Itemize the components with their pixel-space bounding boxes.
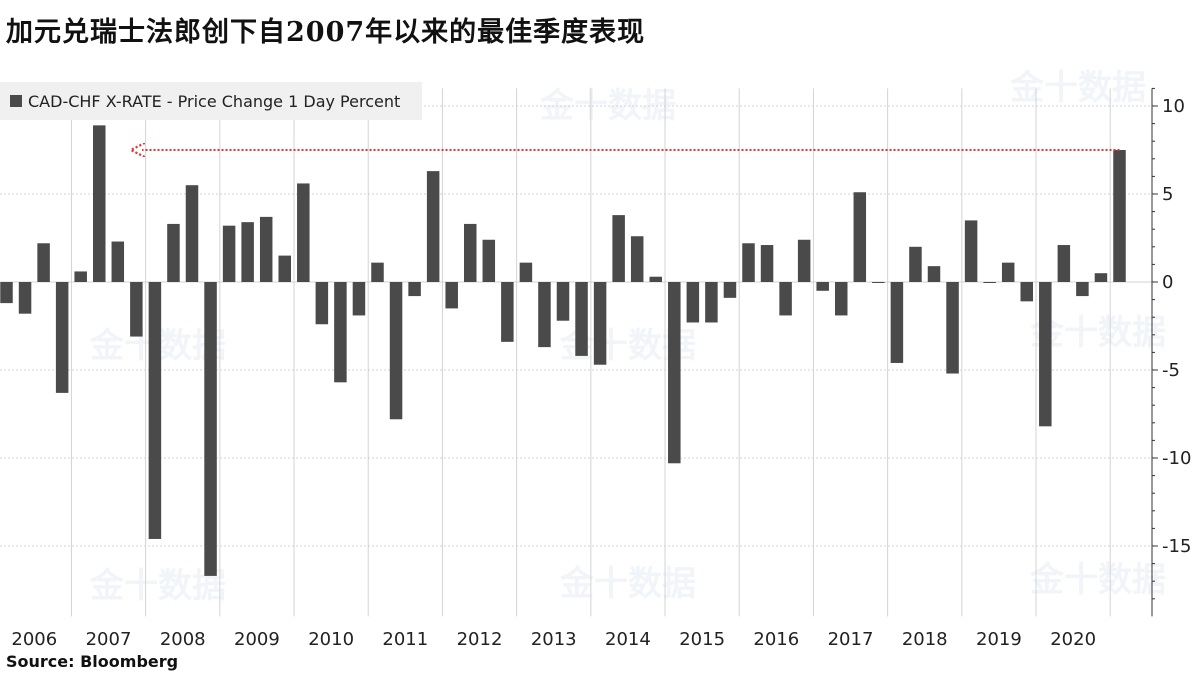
bar xyxy=(1076,282,1089,297)
bar xyxy=(742,243,755,282)
bar xyxy=(835,282,848,316)
x-tick-label: 2012 xyxy=(457,629,503,650)
x-tick-label: 2010 xyxy=(308,629,354,650)
bar xyxy=(946,282,959,374)
x-tick-label: 2008 xyxy=(160,629,206,650)
x-tick-label: 2007 xyxy=(86,629,132,650)
bar xyxy=(297,183,310,282)
bar xyxy=(1094,273,1108,282)
bar xyxy=(612,215,625,282)
y-tick-label: 5 xyxy=(1162,184,1173,205)
y-axis: 10 5 0 -5 -10 -15 xyxy=(1151,87,1191,617)
x-axis: 2006 2007 2008 2009 2010 2011 2012 2013 2014 2015… xyxy=(11,629,1096,650)
bar xyxy=(983,282,996,283)
bar xyxy=(501,282,514,342)
bar xyxy=(278,255,291,282)
y-tick-label: -5 xyxy=(1162,360,1180,381)
bar xyxy=(649,276,662,282)
x-tick-label: 2020 xyxy=(1050,629,1096,650)
legend-background xyxy=(0,82,422,120)
bar xyxy=(668,282,681,464)
bar xyxy=(37,243,50,282)
y-tick-label: -15 xyxy=(1162,536,1191,557)
bar xyxy=(93,125,106,282)
bar xyxy=(148,282,162,539)
bar xyxy=(204,282,217,576)
y-tick-label: -10 xyxy=(1162,448,1191,469)
bar xyxy=(909,246,922,282)
bar xyxy=(389,282,403,420)
bar xyxy=(816,282,829,291)
gridlines xyxy=(0,88,1152,617)
bars xyxy=(0,125,1126,576)
bar xyxy=(538,282,551,348)
bar xyxy=(167,223,180,282)
x-tick-label: 2015 xyxy=(679,629,725,650)
bar xyxy=(18,282,32,314)
bar xyxy=(315,282,329,325)
bar xyxy=(1057,245,1071,282)
bar xyxy=(241,222,254,282)
x-tick-label: 2016 xyxy=(753,629,799,650)
legend-label: CAD-CHF X-RATE - Price Change 1 Day Perc… xyxy=(28,92,400,111)
bar xyxy=(927,266,941,282)
bar xyxy=(222,225,236,282)
x-tick-label: 2006 xyxy=(11,629,57,650)
bar xyxy=(185,185,199,282)
bar xyxy=(55,282,69,393)
bar xyxy=(705,282,718,323)
bar xyxy=(686,282,700,323)
x-tick-label: 2014 xyxy=(605,629,651,650)
chart-title: 加元兑瑞士法郎创下自2007年以来的最佳季度表现 xyxy=(6,17,646,48)
bar xyxy=(408,282,421,297)
bar xyxy=(723,282,737,298)
bar xyxy=(371,262,384,282)
bar xyxy=(1001,262,1015,282)
bar xyxy=(779,282,792,316)
bar xyxy=(482,239,496,282)
bar xyxy=(760,245,774,282)
bar xyxy=(0,282,13,304)
bar xyxy=(890,282,904,363)
x-tick-label: 2011 xyxy=(382,629,428,650)
legend-swatch xyxy=(10,95,22,107)
bar xyxy=(1113,150,1126,282)
legend: CAD-CHF X-RATE - Price Change 1 Day Perc… xyxy=(0,82,422,120)
bar xyxy=(352,282,366,316)
bar xyxy=(426,171,440,282)
x-tick-label: 2013 xyxy=(531,629,577,650)
bar xyxy=(445,282,458,309)
bar xyxy=(853,192,867,282)
bar xyxy=(1020,282,1033,302)
bar xyxy=(464,223,477,282)
x-tick-label: 2009 xyxy=(234,629,280,650)
bar xyxy=(964,220,978,282)
bar xyxy=(111,241,125,282)
x-tick-label: 2018 xyxy=(902,629,948,650)
bar xyxy=(872,282,885,283)
bar xyxy=(334,282,347,383)
bar xyxy=(593,282,607,365)
bar xyxy=(556,282,570,321)
x-tick-label: 2019 xyxy=(976,629,1022,650)
bar xyxy=(630,236,644,282)
bar xyxy=(74,271,87,282)
x-tick-label: 2017 xyxy=(828,629,874,650)
y-tick-label: 10 xyxy=(1162,96,1185,117)
bar xyxy=(519,262,533,282)
bar xyxy=(1039,282,1052,427)
y-tick-label: 0 xyxy=(1162,272,1173,293)
bar xyxy=(130,282,143,337)
bar xyxy=(575,282,588,356)
bar xyxy=(797,239,811,282)
bar xyxy=(259,216,273,282)
source-label: Source: Bloomberg xyxy=(6,652,179,671)
